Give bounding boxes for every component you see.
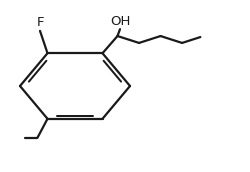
Text: OH: OH — [110, 15, 130, 28]
Text: F: F — [36, 16, 44, 29]
